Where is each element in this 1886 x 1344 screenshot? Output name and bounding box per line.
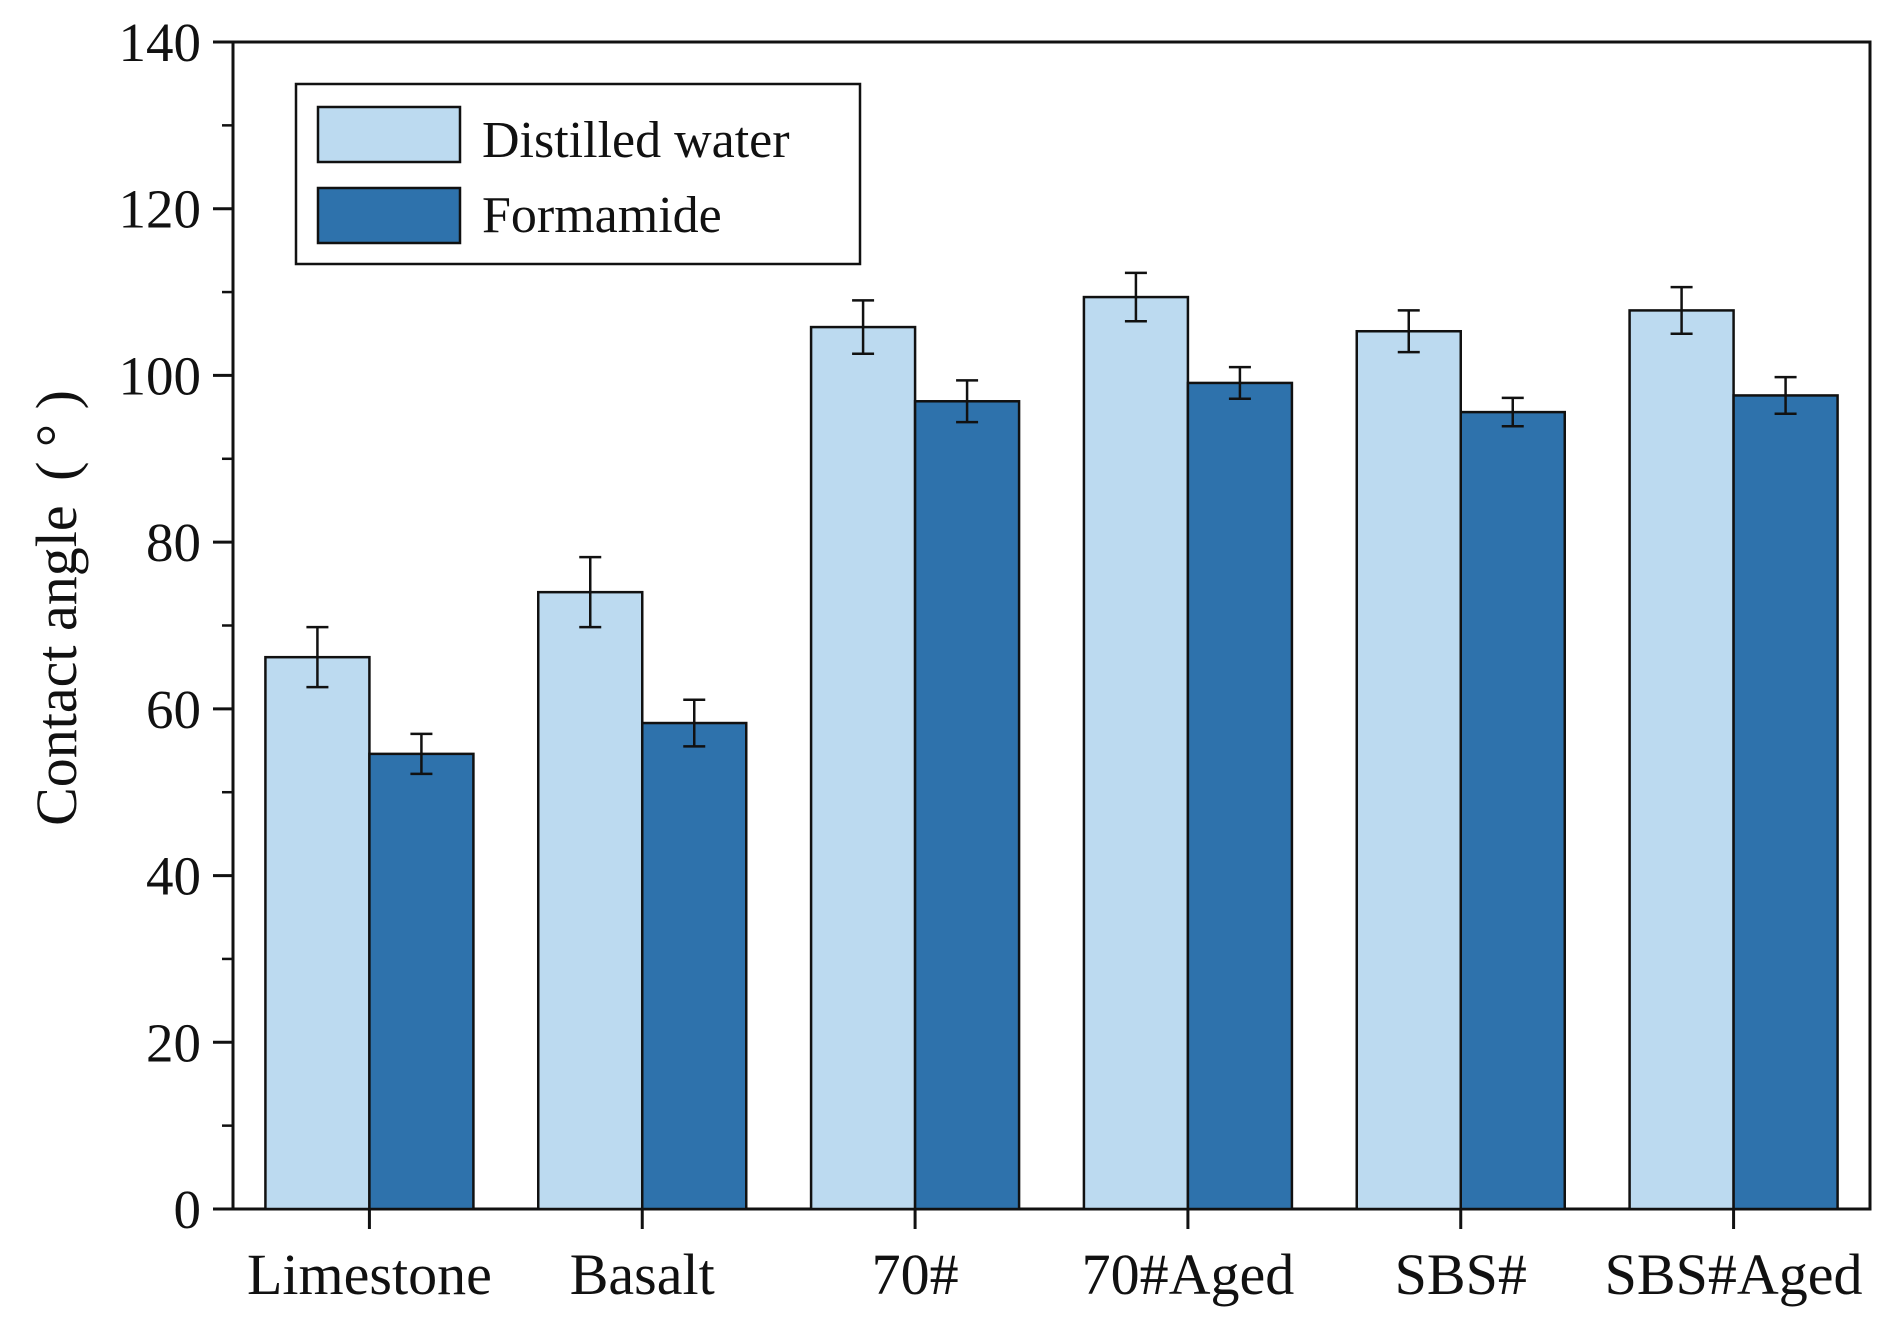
error-bar [683,698,706,748]
x-tick-label: SBS#Aged [1605,1242,1863,1307]
bar-distilled-water [264,655,371,1211]
bar-formamide [1732,394,1839,1211]
y-tick-label: 60 [146,679,201,740]
legend-label-formamide: Formamide [482,187,722,244]
y-axis-title: Contact angle ( ° ) [24,390,89,826]
y-tick-label: 120 [119,179,202,240]
x-tick-label: SBS# [1395,1242,1527,1307]
bar-formamide [641,721,748,1211]
bar-distilled-water [1628,309,1735,1211]
y-axis-title-main: Contact angle [24,505,89,826]
error-bars-layer [306,271,1797,776]
bar-distilled-water [1082,295,1190,1211]
x-tick-label: 70# [872,1242,959,1307]
y-axis-title-unit: ( ° ) [24,390,89,481]
axes-layer [213,40,1872,1229]
bar-distilled-water [809,325,917,1211]
error-bar [956,379,979,424]
bar-distilled-water [537,590,644,1211]
error-bar [1397,309,1420,354]
bar-distilled-water [1355,329,1462,1211]
y-tick-label: 20 [146,1012,201,1073]
legend-label-distilled-water: Distilled water [482,112,790,169]
error-bar [579,555,602,629]
tick-labels-layer: 0 20 40 60 80 100 120 140 Limestone Basalt 70# 70#A… [119,12,1863,1307]
bars-layer [264,295,1839,1211]
error-bar [306,625,329,689]
error-bar [1501,396,1524,428]
y-tick-label: 100 [119,345,202,406]
bar-formamide [368,752,475,1211]
x-tick-label: 70#Aged [1082,1242,1295,1307]
y-tick-label: 0 [174,1179,202,1240]
y-tick-label: 80 [146,512,201,573]
error-bar [1228,365,1251,401]
error-bar [852,299,875,356]
error-bar [1670,285,1693,335]
bar-formamide [1459,410,1566,1211]
bar-formamide [913,400,1021,1211]
error-bar [1124,271,1147,323]
error-bar [410,732,433,776]
legend-swatch-distilled-water [316,105,462,164]
y-tick-label: 40 [146,846,201,907]
error-bar [1774,375,1797,416]
bar-formamide [1186,381,1294,1211]
legend-swatch-formamide [316,186,462,245]
y-tick-label: 140 [119,12,202,73]
x-tick-label: Limestone [247,1242,492,1307]
x-tick-label: Basalt [570,1242,715,1307]
legend: Distilled water Formamide [294,82,862,266]
